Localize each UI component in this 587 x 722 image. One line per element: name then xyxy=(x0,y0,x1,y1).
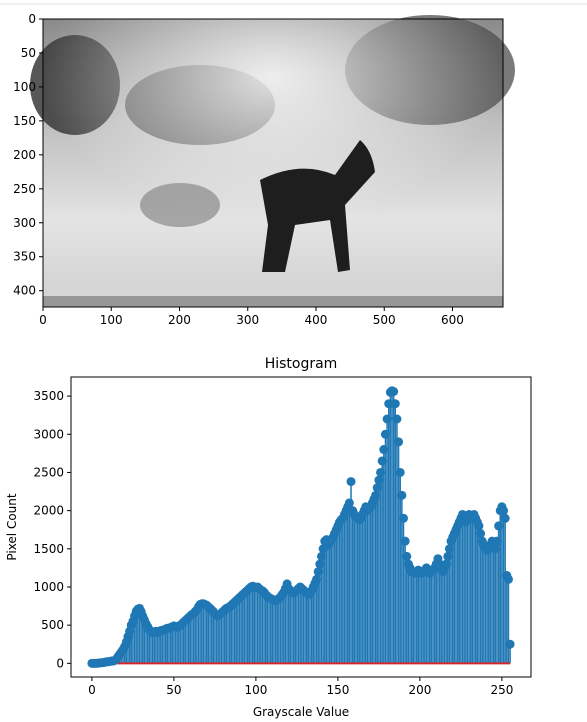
x-tick-label: 500 xyxy=(373,313,396,327)
x-tick-label: 250 xyxy=(490,683,513,697)
stem-marker xyxy=(490,544,500,554)
photo xyxy=(30,15,515,307)
x-tick-label: 150 xyxy=(326,683,349,697)
y-tick-label: 2500 xyxy=(33,465,64,479)
stem-marker xyxy=(494,521,504,531)
stem-marker xyxy=(390,399,400,409)
y-tick-label: 200 xyxy=(13,148,36,162)
y-tick-label: 1500 xyxy=(33,542,64,556)
y-tick-label: 2000 xyxy=(33,504,64,518)
x-tick-label: 0 xyxy=(88,683,96,697)
x-tick-label: 300 xyxy=(236,313,259,327)
stem-marker xyxy=(312,574,322,584)
stem-marker xyxy=(444,544,454,554)
y-tick-label: 1000 xyxy=(33,580,64,594)
stem-marker xyxy=(441,559,451,569)
stem-marker xyxy=(395,467,405,477)
stem-marker xyxy=(376,467,386,477)
y-tick-label: 50 xyxy=(21,46,36,60)
stem-marker xyxy=(499,506,509,516)
x-tick-label: 600 xyxy=(441,313,464,327)
y-tick-label: 250 xyxy=(13,182,36,196)
x-tick-label: 200 xyxy=(168,313,191,327)
y-tick-label: 300 xyxy=(13,216,36,230)
stem-marker xyxy=(503,574,513,584)
stem-marker xyxy=(476,529,486,539)
stem-marker xyxy=(397,490,407,500)
stem-marker xyxy=(492,536,502,546)
stem-marker xyxy=(382,414,392,424)
chart-title: Histogram xyxy=(265,356,338,372)
x-tick-label: 100 xyxy=(244,683,267,697)
stem-marker xyxy=(389,387,399,397)
stem-marker xyxy=(313,567,323,577)
x-tick-label: 200 xyxy=(408,683,431,697)
stem-marker xyxy=(380,429,390,439)
y-tick-label: 0 xyxy=(28,12,36,26)
stem-marker xyxy=(346,477,356,487)
y-tick-label: 350 xyxy=(13,250,36,264)
y-tick-label: 150 xyxy=(13,114,36,128)
x-tick-label: 100 xyxy=(100,313,123,327)
x-axis-label: Grayscale Value xyxy=(253,705,349,719)
stem-marker xyxy=(400,536,410,546)
stem-marker xyxy=(505,639,515,649)
stem-marker xyxy=(371,490,381,500)
stem-marker xyxy=(384,399,394,409)
x-tick-label: 0 xyxy=(39,313,47,327)
histogram-axes-frame xyxy=(70,376,532,678)
y-tick-label: 400 xyxy=(13,284,36,298)
stem-marker xyxy=(398,513,408,523)
x-tick-label: 400 xyxy=(305,313,328,327)
y-tick-label: 100 xyxy=(13,80,36,94)
stem-marker xyxy=(394,437,404,447)
stem-marker xyxy=(474,521,484,531)
stem-marker xyxy=(379,445,389,455)
stem-marker xyxy=(377,456,387,466)
stem-marker xyxy=(500,513,510,523)
stem-marker xyxy=(372,483,382,493)
x-tick-label: 50 xyxy=(166,683,181,697)
stem-marker xyxy=(443,551,453,561)
stem-marker xyxy=(344,498,354,508)
image-axes-frame xyxy=(42,18,504,308)
y-axis-label: Pixel Count xyxy=(5,493,19,561)
y-tick-label: 3500 xyxy=(33,389,64,403)
stem-marker xyxy=(315,559,325,569)
y-tick-label: 3000 xyxy=(33,427,64,441)
y-tick-label: 0 xyxy=(56,656,64,670)
y-tick-label: 500 xyxy=(41,618,64,632)
stem-marker xyxy=(402,551,412,561)
stem-marker xyxy=(392,414,402,424)
stem-marker xyxy=(374,475,384,485)
stem-marker xyxy=(316,551,326,561)
